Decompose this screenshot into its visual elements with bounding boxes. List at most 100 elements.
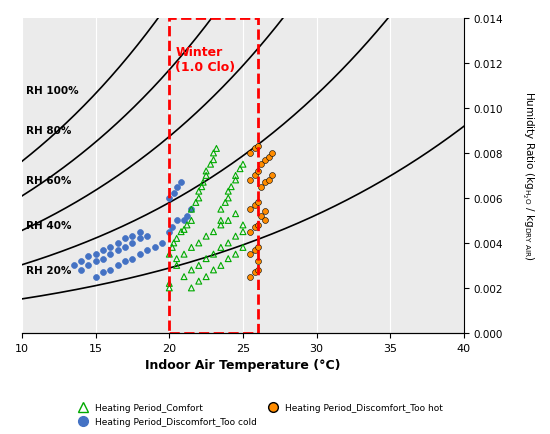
Point <box>194 262 203 269</box>
Point <box>113 247 122 253</box>
Point <box>177 179 185 186</box>
Point <box>217 244 226 251</box>
Point <box>106 267 115 274</box>
Point <box>135 235 144 242</box>
Point <box>106 251 115 258</box>
Point <box>250 146 259 153</box>
Point <box>221 200 230 207</box>
Point <box>183 213 191 220</box>
Point <box>202 168 211 175</box>
Point <box>256 184 265 191</box>
Point <box>202 173 211 180</box>
Point <box>168 224 177 231</box>
Point <box>98 247 107 253</box>
Point <box>165 195 174 202</box>
Point <box>231 210 240 217</box>
Point <box>76 258 85 265</box>
Point <box>250 269 259 276</box>
Point <box>128 256 137 263</box>
Point <box>246 150 255 157</box>
Point <box>172 262 181 269</box>
Y-axis label: Humidity Ratio (kg$_{\mathregular{H_2O}}$ / kg$_{\mathregular{DRY\ AIR}}$): Humidity Ratio (kg$_{\mathregular{H_2O}}… <box>520 91 535 261</box>
Point <box>187 217 196 224</box>
Point <box>261 217 270 224</box>
Point <box>254 168 262 175</box>
Point <box>106 244 115 251</box>
Point <box>128 233 137 240</box>
Point <box>227 184 235 191</box>
Point <box>187 267 196 274</box>
Point <box>180 227 189 233</box>
Point <box>224 195 233 202</box>
Point <box>98 269 107 276</box>
Point <box>91 273 100 280</box>
Point <box>143 233 152 240</box>
Point <box>202 273 211 280</box>
Point <box>180 251 189 258</box>
Point <box>191 200 200 207</box>
Point <box>169 240 178 247</box>
Text: Winter
(1.0 Clo): Winter (1.0 Clo) <box>175 46 235 74</box>
Point <box>157 240 166 247</box>
Point <box>165 251 174 258</box>
Point <box>224 240 233 247</box>
Point <box>172 184 181 191</box>
Bar <box>169 19 258 333</box>
Point <box>268 173 277 180</box>
Point <box>169 191 178 197</box>
Point <box>128 240 137 247</box>
Point <box>217 262 226 269</box>
Point <box>261 179 270 186</box>
Point <box>209 251 218 258</box>
Point <box>183 222 191 229</box>
Point <box>239 244 248 251</box>
Point <box>268 150 277 157</box>
Point <box>265 177 274 184</box>
Point <box>209 157 218 164</box>
Point <box>246 229 255 236</box>
Point <box>246 177 255 184</box>
X-axis label: Indoor Air Temperature (°C): Indoor Air Temperature (°C) <box>145 358 340 372</box>
Point <box>91 251 100 258</box>
Point <box>165 285 174 292</box>
Point <box>172 217 181 224</box>
Point <box>194 195 203 202</box>
Point <box>91 258 100 265</box>
Point <box>98 256 107 263</box>
Point <box>235 166 244 173</box>
Point <box>84 253 93 260</box>
Text: RH 40%: RH 40% <box>26 220 72 230</box>
Point <box>180 273 189 280</box>
Point <box>177 229 185 236</box>
Point <box>187 285 196 292</box>
Point <box>209 150 218 157</box>
Point <box>172 235 181 242</box>
Point <box>168 244 177 251</box>
Point <box>165 229 174 236</box>
Point <box>209 229 218 236</box>
Point <box>256 161 265 168</box>
Point <box>256 213 265 220</box>
Point <box>246 273 255 280</box>
Point <box>165 280 174 287</box>
Point <box>135 229 144 236</box>
Point <box>231 233 240 240</box>
Text: RH 100%: RH 100% <box>26 86 79 96</box>
Point <box>239 161 248 168</box>
Point <box>217 217 226 224</box>
Point <box>187 206 196 213</box>
Text: RH 60%: RH 60% <box>26 175 72 185</box>
Text: RH 80%: RH 80% <box>26 126 72 136</box>
Point <box>231 251 240 258</box>
Point <box>202 233 211 240</box>
Point <box>231 177 240 184</box>
Point <box>246 206 255 213</box>
Point <box>250 202 259 209</box>
Text: RH 20%: RH 20% <box>26 265 72 275</box>
Point <box>254 244 262 251</box>
Point <box>224 256 233 263</box>
Point <box>84 262 93 269</box>
Point <box>76 267 85 274</box>
Point <box>202 256 211 263</box>
Point <box>250 224 259 231</box>
